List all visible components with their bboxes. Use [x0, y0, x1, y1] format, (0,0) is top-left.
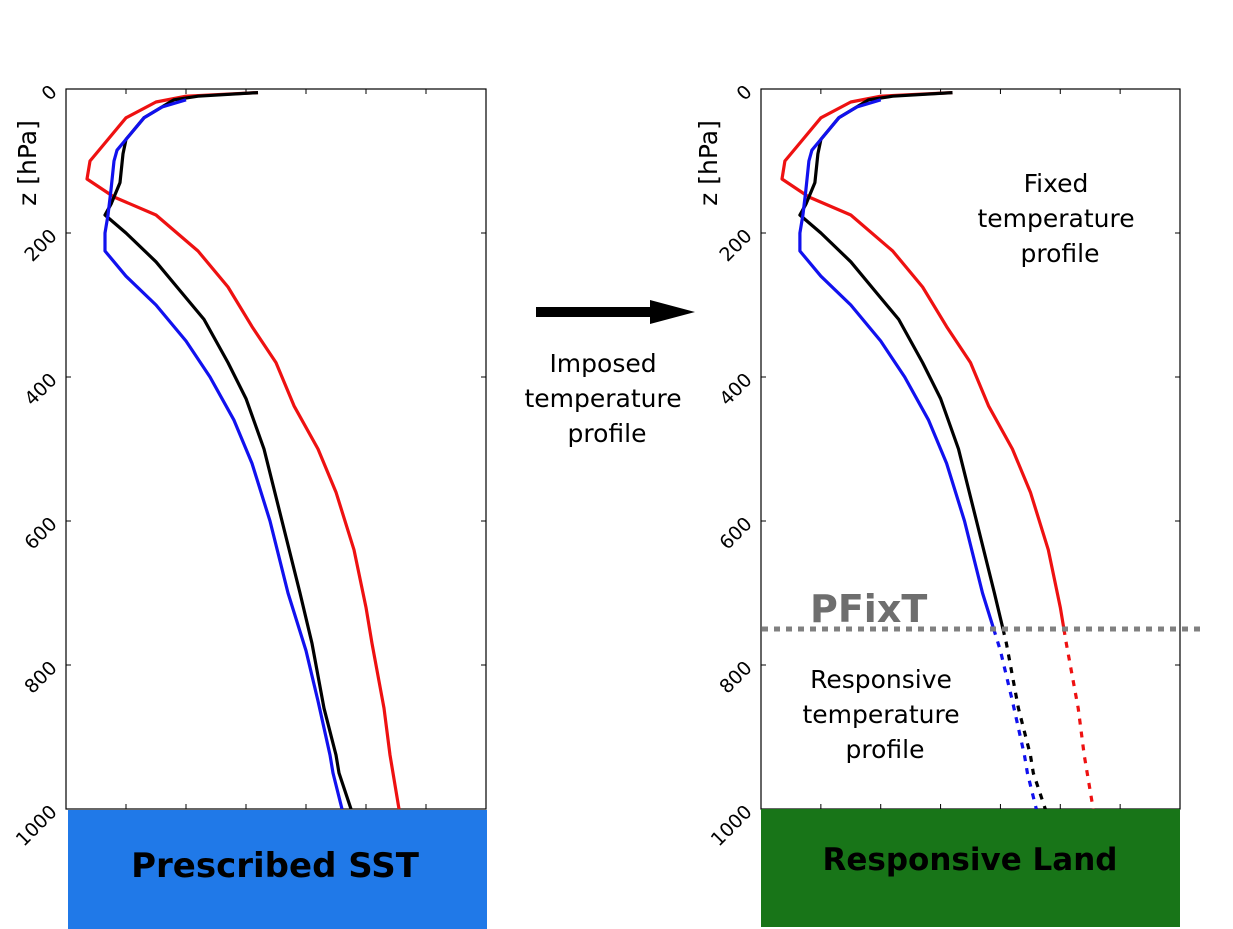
- left-ytick-label: 0: [37, 81, 61, 105]
- right-panel: 0 200 400 600 800 1000 PFixT Fixed temperatur…: [694, 81, 1200, 927]
- left-ylabel: z [hPa]: [13, 120, 42, 206]
- right-blue-responsive-profile: [992, 628, 1038, 809]
- arrow-label: Imposed temperature profile: [524, 349, 689, 448]
- right-ylabel: z [hPa]: [694, 120, 723, 206]
- right-red-responsive-profile: [1062, 628, 1095, 809]
- right-plot-frame: [760, 88, 1181, 810]
- fixed-annot-line-1: Fixed: [1024, 169, 1089, 198]
- right-ytick-label: 0: [732, 81, 756, 105]
- left-xticks: [125, 89, 427, 809]
- left-surface-label: Prescribed SST: [131, 846, 420, 886]
- right-black-responsive-profile: [1001, 628, 1047, 809]
- right-surface-label: Responsive Land: [823, 842, 1118, 878]
- right-ytick-label: 1000: [707, 801, 757, 851]
- imposed-arrow: Imposed temperature profile: [524, 300, 695, 448]
- responsive-annot-line-2: temperature: [802, 700, 959, 729]
- fixed-profile-annotation: Fixed temperature profile: [977, 169, 1142, 268]
- right-ytick-label: 800: [715, 657, 756, 698]
- arrow-label-line-2: temperature: [524, 384, 681, 413]
- left-blue-profile: [103, 98, 344, 809]
- left-plot-frame: [65, 88, 487, 810]
- left-red-profile: [85, 91, 401, 809]
- arrow-label-line-3: profile: [568, 419, 647, 448]
- fixed-annot-line-3: profile: [1021, 239, 1100, 268]
- left-ytick-label: 400: [20, 369, 61, 410]
- right-xticks: [820, 89, 1121, 809]
- right-ytick-label: 600: [715, 513, 756, 554]
- fixed-annot-line-2: temperature: [977, 204, 1134, 233]
- arrow-label-line-1: Imposed: [549, 349, 656, 378]
- left-panel: 0 200 400 600 800 1000 z [hPa] Prescribed SST: [12, 81, 487, 929]
- right-ytick-label: 400: [715, 369, 756, 410]
- right-red-fixed-profile: [780, 91, 1066, 630]
- right-blue-fixed-profile: [798, 98, 996, 630]
- responsive-profile-annotation: Responsive temperature profile: [802, 665, 967, 764]
- left-ytick-label: 1000: [12, 801, 62, 851]
- left-surface-rect: [68, 810, 487, 929]
- left-ytick-label: 200: [20, 225, 61, 266]
- arrow-head: [650, 300, 695, 324]
- right-surface-rect: [761, 809, 1180, 927]
- left-ytick-label: 800: [20, 657, 61, 698]
- responsive-annot-line-1: Responsive: [810, 665, 952, 694]
- left-ytick-label: 600: [20, 513, 61, 554]
- right-ytick-label: 200: [715, 225, 756, 266]
- pfixt-label: PFixT: [810, 587, 927, 631]
- arrow-shaft: [536, 307, 654, 317]
- responsive-annot-line-3: profile: [846, 735, 925, 764]
